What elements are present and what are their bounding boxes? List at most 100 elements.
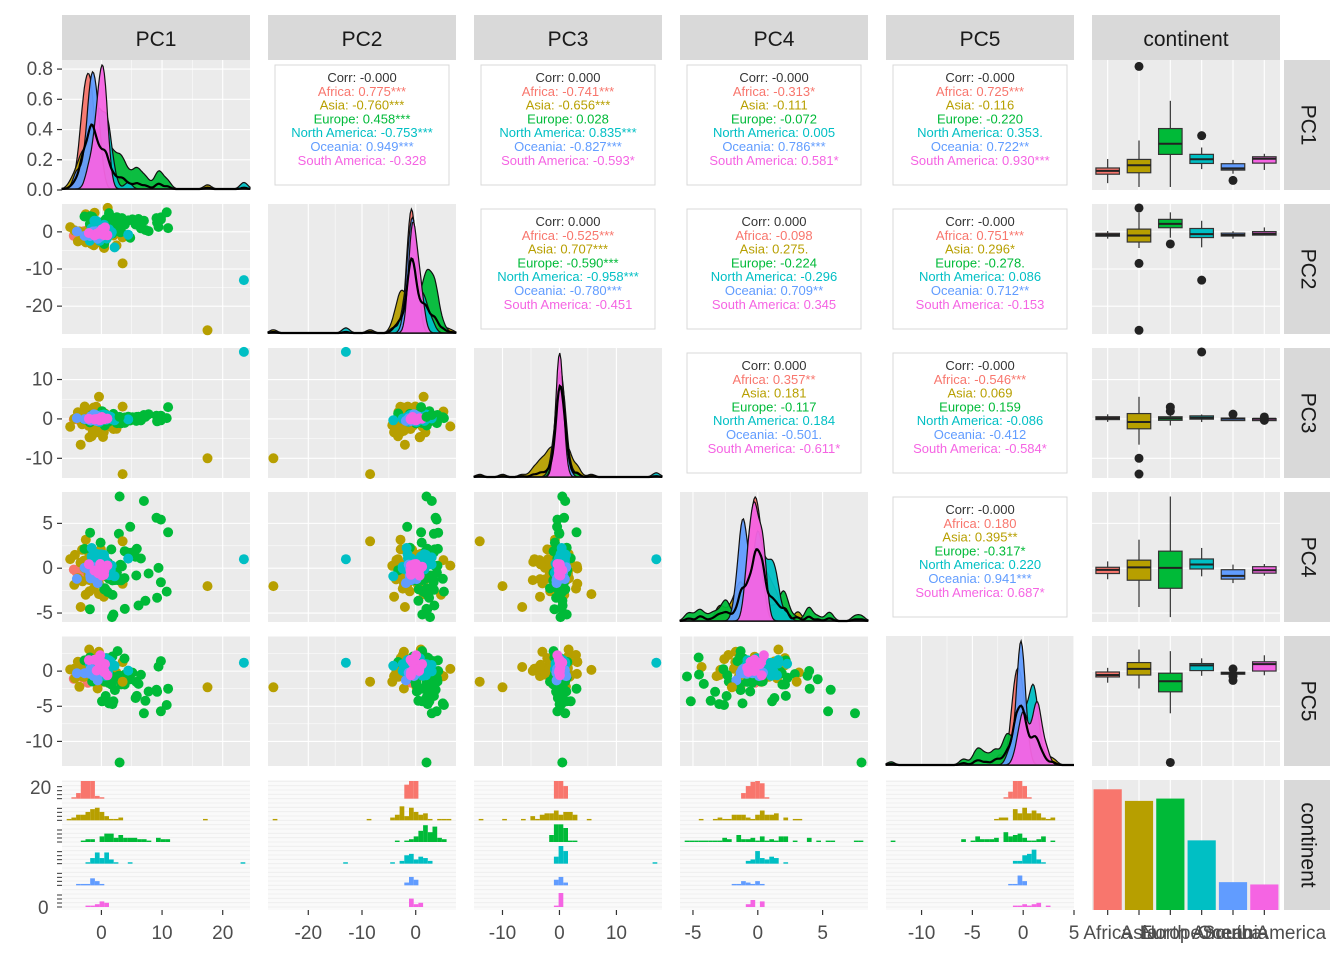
tick-label: 5 (42, 513, 53, 534)
histogram-bar (113, 862, 119, 864)
histogram-bar (553, 856, 559, 864)
row-strip (1284, 780, 1330, 910)
box (1189, 662, 1215, 672)
scatter-point (417, 561, 428, 572)
histogram-panel (62, 780, 250, 910)
histogram-bar (1012, 883, 1018, 886)
tick-label: -10 (26, 448, 53, 469)
histogram-bar (769, 856, 774, 864)
histogram-bar (1027, 813, 1032, 821)
histogram-bar (764, 840, 770, 842)
column-strip (886, 15, 1074, 60)
histogram-north-america (680, 845, 868, 865)
bar-south-america (1250, 884, 1279, 910)
histogram-bar (80, 883, 86, 886)
histogram-bar (774, 813, 779, 821)
histogram-bar (755, 881, 760, 886)
histogram-bar (797, 818, 803, 821)
y-axis-pc2: 0 -10 -20 (26, 222, 62, 317)
histogram-bar (989, 839, 995, 842)
histogram-south-america (680, 889, 868, 908)
histogram-bar (104, 816, 109, 821)
histogram-bar (413, 781, 419, 799)
boxplot-panel (1092, 636, 1280, 766)
scatter-point (202, 581, 213, 592)
column-strip-label: PC5 (960, 28, 1001, 51)
correlation-group: North America: -0.086 (917, 413, 1043, 428)
scatter-point (549, 537, 560, 548)
scatter-point (114, 219, 125, 230)
scatter-point (83, 559, 94, 570)
density-overall (267, 257, 457, 335)
boxplot-oceania (1220, 664, 1246, 685)
correlation-group: Africa: 0.751*** (936, 228, 1024, 243)
density-curves (679, 495, 869, 623)
scatter-point (75, 602, 86, 612)
scatter-point (202, 325, 213, 336)
histogram-africa (474, 780, 662, 800)
density-curves (885, 638, 1074, 767)
tick-label: 0 (42, 661, 53, 682)
scatter-point (153, 562, 164, 573)
tick-label: 0.0 (27, 180, 53, 201)
histogram-bar (783, 817, 789, 821)
scatter-point (119, 653, 130, 664)
scatter-point (135, 669, 146, 680)
correlation-group: North America: 0.005 (713, 125, 835, 140)
scatter-point (65, 421, 76, 432)
tick-label: 20 (212, 923, 233, 944)
scatter-point (163, 683, 174, 694)
histogram-bar (1036, 859, 1042, 864)
histogram-bar (427, 832, 433, 842)
scatter-point (426, 708, 437, 719)
scatter-point (401, 543, 412, 553)
scatter-point (138, 708, 149, 719)
histogram-bar (568, 840, 573, 842)
histogram-bar (563, 786, 568, 799)
histogram-bar (423, 858, 428, 864)
column-strip (680, 15, 868, 60)
histogram-bar (99, 836, 105, 842)
histogram-bar (118, 835, 124, 842)
histogram-bar (404, 882, 409, 886)
column-strip (1092, 15, 1280, 60)
histogram-bar (970, 840, 976, 842)
tick-label: -10 (26, 259, 53, 280)
scatter-point (107, 699, 118, 710)
histogram-europe (886, 824, 1074, 843)
correlation-panel (892, 496, 1068, 618)
histogram-bar (502, 818, 507, 821)
histogram-bar (553, 905, 559, 907)
histogram-bar (90, 839, 95, 842)
histogram-bar (123, 837, 128, 842)
density-curves (473, 352, 663, 479)
tick-label: -20 (26, 296, 53, 317)
histogram-bar (99, 901, 105, 907)
box (1220, 163, 1246, 171)
scatter-point (682, 671, 692, 682)
correlation-group: Oceania: 0.949*** (310, 139, 413, 154)
histogram-bar (778, 836, 784, 842)
scatter-point (365, 469, 376, 480)
correlation-group: Oceania: 0.712** (931, 283, 1029, 298)
correlation-group: Africa: -0.741*** (522, 84, 615, 99)
histogram-bar (418, 856, 424, 864)
histogram-bar (423, 813, 428, 821)
scatter-point (416, 537, 427, 548)
scatter-point (721, 691, 732, 701)
correlation-group: South America: -0.153 (916, 297, 1045, 312)
correlation-group: Europe: 0.458*** (314, 111, 411, 126)
boxplot-africa (1095, 667, 1121, 683)
histogram-bar (104, 902, 109, 907)
scatter-point (155, 577, 166, 588)
scatter-point (429, 600, 440, 611)
scatter-point (445, 421, 456, 432)
histogram-north-america (886, 845, 1074, 865)
scatter-point (152, 686, 163, 697)
histogram-bar (394, 840, 400, 842)
histogram-bar (1022, 807, 1027, 821)
histogram-bar (118, 817, 124, 821)
scatter-point (651, 554, 662, 565)
correlation-group: Asia: 0.275. (740, 242, 809, 257)
correlation-group: Europe: -0.117 (731, 399, 816, 414)
